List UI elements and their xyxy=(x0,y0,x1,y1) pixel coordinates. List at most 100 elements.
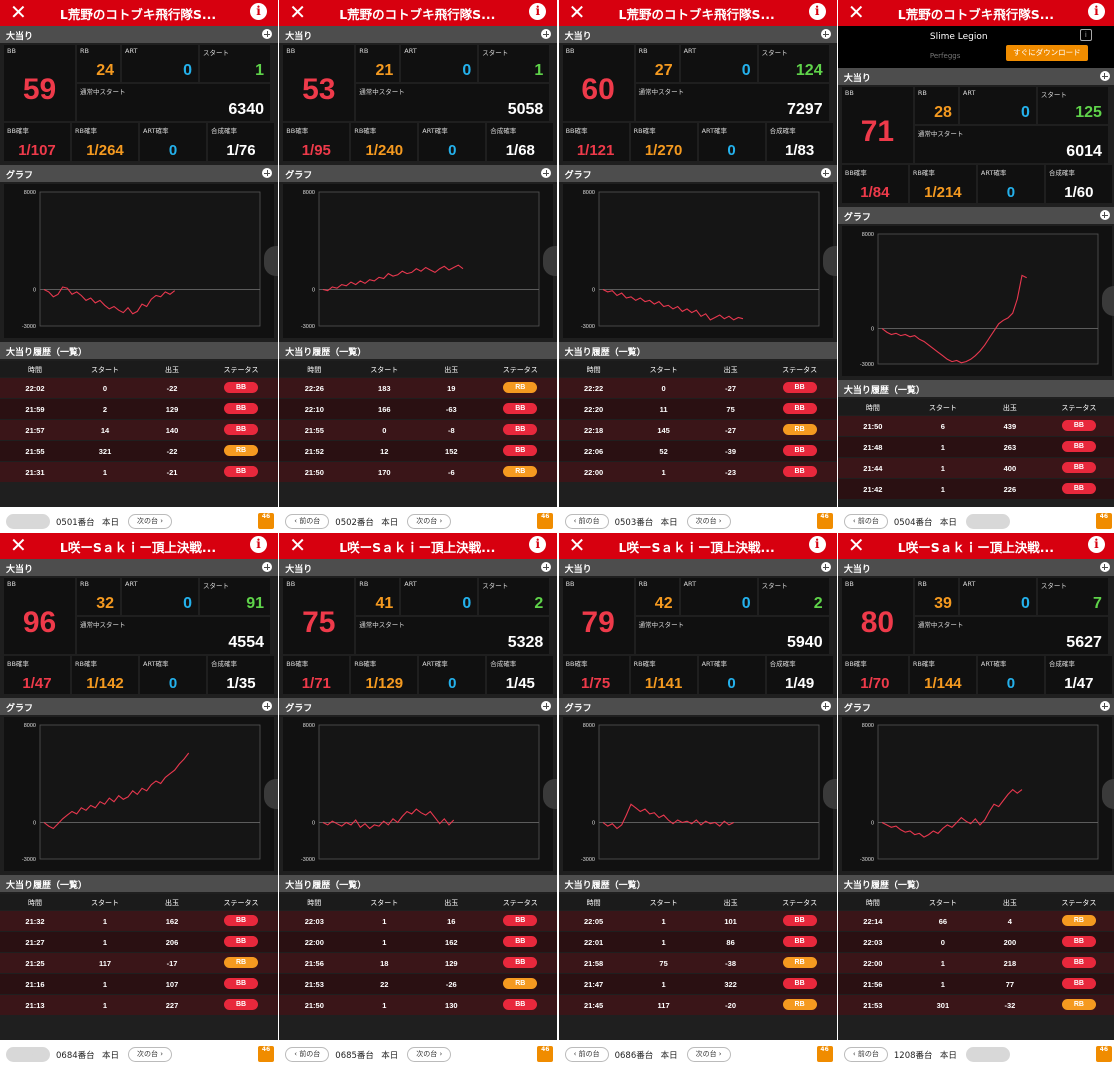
history-row[interactable]: 21:31 1 -21 BB xyxy=(0,462,278,482)
history-row[interactable]: 21:57 14 140 BB xyxy=(0,420,278,440)
history-row[interactable]: 22:00 1 162 BB xyxy=(279,932,558,952)
ad-download-button[interactable]: すぐにダウンロード xyxy=(1005,45,1088,61)
prev-machine-button[interactable]: ‹ 前の台 xyxy=(285,514,330,529)
history-row[interactable]: 21:58 75 -38 RB xyxy=(558,953,837,973)
next-machine-button[interactable]: 次の台 › xyxy=(686,1047,731,1062)
history-row[interactable]: 21:52 12 152 BB xyxy=(279,441,558,461)
history-row[interactable]: 21:45 117 -20 RB xyxy=(558,995,837,1015)
info-icon[interactable]: i xyxy=(808,3,826,20)
title-bar: ✕ L咲ーSａｋｉー頂上決戦... i xyxy=(837,533,1114,559)
close-icon[interactable]: ✕ xyxy=(289,0,307,24)
bb-label: BB xyxy=(286,580,296,588)
history-row[interactable]: 21:42 1 226 BB xyxy=(837,479,1114,499)
history-row[interactable]: 22:03 1 16 BB xyxy=(279,911,558,931)
side-scroll-handle[interactable] xyxy=(822,246,837,276)
info-icon[interactable]: i xyxy=(529,536,547,553)
prev-machine-button[interactable]: ‹ 前の台 xyxy=(843,1047,888,1062)
history-row[interactable]: 21:50 6 439 BB xyxy=(837,416,1114,436)
close-icon[interactable]: ✕ xyxy=(847,533,865,557)
expand-icon[interactable] xyxy=(541,29,552,39)
history-row[interactable]: 22:20 11 75 BB xyxy=(558,399,837,419)
next-machine-button[interactable]: 次の台 › xyxy=(686,514,731,529)
expand-icon[interactable] xyxy=(541,701,552,711)
close-icon[interactable]: ✕ xyxy=(847,0,865,24)
side-scroll-handle[interactable] xyxy=(1101,779,1114,809)
rb-rate-cell: RB確率 1/141 xyxy=(630,656,697,694)
close-icon[interactable]: ✕ xyxy=(568,0,586,24)
history-row[interactable]: 22:02 0 -22 BB xyxy=(0,378,278,398)
info-icon[interactable]: i xyxy=(250,536,267,553)
expand-icon[interactable] xyxy=(1099,210,1110,220)
history-row[interactable]: 21:32 1 162 BB xyxy=(0,911,278,931)
expand-icon[interactable] xyxy=(262,562,272,572)
history-time: 21:42 xyxy=(863,485,883,494)
expand-icon[interactable] xyxy=(262,701,272,711)
info-icon[interactable]: i xyxy=(808,536,826,553)
next-machine-button[interactable]: 次の台 › xyxy=(407,514,452,529)
ad-info-icon[interactable]: i xyxy=(1079,29,1092,41)
history-row[interactable]: 22:06 52 -39 BB xyxy=(558,441,837,461)
side-scroll-handle[interactable] xyxy=(543,246,558,276)
history-row[interactable]: 22:10 166 -63 BB xyxy=(279,399,558,419)
history-row[interactable]: 22:22 0 -27 BB xyxy=(558,378,837,398)
info-icon[interactable]: i xyxy=(250,3,267,20)
history-row[interactable]: 21:56 1 77 BB xyxy=(837,974,1114,994)
history-row[interactable]: 21:27 1 206 BB xyxy=(0,932,278,952)
side-scroll-handle[interactable] xyxy=(264,779,278,809)
prev-machine-button[interactable]: ‹ 前の台 xyxy=(564,1047,609,1062)
expand-icon[interactable] xyxy=(1099,701,1110,711)
expand-icon[interactable] xyxy=(820,29,831,39)
side-scroll-handle[interactable] xyxy=(822,779,837,809)
history-row[interactable]: 21:50 1 130 BB xyxy=(279,995,558,1015)
graph-section-header: グラフ xyxy=(837,698,1114,715)
info-icon[interactable]: i xyxy=(1087,3,1105,20)
side-scroll-handle[interactable] xyxy=(543,779,558,809)
history-row[interactable]: 22:03 0 200 BB xyxy=(837,932,1114,952)
side-scroll-handle[interactable] xyxy=(264,246,278,276)
expand-icon[interactable] xyxy=(820,701,831,711)
history-row[interactable]: 21:53 301 -32 RB xyxy=(837,995,1114,1015)
expand-icon[interactable] xyxy=(262,29,272,39)
info-icon[interactable]: i xyxy=(529,3,547,20)
next-machine-button[interactable]: 次の台 › xyxy=(407,1047,452,1062)
history-row[interactable]: 21:25 117 -17 RB xyxy=(0,953,278,973)
prev-machine-button[interactable]: ‹ 前の台 xyxy=(843,514,888,529)
history-row[interactable]: 22:05 1 101 BB xyxy=(558,911,837,931)
side-scroll-handle[interactable] xyxy=(1101,286,1114,316)
close-icon[interactable]: ✕ xyxy=(10,0,27,24)
history-row[interactable]: 22:18 145 -27 RB xyxy=(558,420,837,440)
history-row[interactable]: 21:47 1 322 BB xyxy=(558,974,837,994)
history-payout: -20 xyxy=(725,1001,737,1010)
history-row[interactable]: 22:26 183 19 RB xyxy=(279,378,558,398)
expand-icon[interactable] xyxy=(541,562,552,572)
info-icon[interactable]: i xyxy=(1087,536,1105,553)
history-row[interactable]: 21:48 1 263 BB xyxy=(837,437,1114,457)
close-icon[interactable]: ✕ xyxy=(10,533,27,557)
expand-icon[interactable] xyxy=(541,168,552,178)
next-machine-button[interactable]: 次の台 › xyxy=(128,514,172,529)
history-row[interactable]: 21:53 22 -26 RB xyxy=(279,974,558,994)
history-row[interactable]: 21:16 1 107 BB xyxy=(0,974,278,994)
history-row[interactable]: 22:14 66 4 RB xyxy=(837,911,1114,931)
history-row[interactable]: 22:01 1 86 BB xyxy=(558,932,837,952)
history-row[interactable]: 22:00 1 -23 BB xyxy=(558,462,837,482)
expand-icon[interactable] xyxy=(820,168,831,178)
history-row[interactable]: 21:50 170 -6 RB xyxy=(279,462,558,482)
next-machine-button[interactable]: 次の台 › xyxy=(128,1047,172,1062)
expand-icon[interactable] xyxy=(820,562,831,572)
history-row[interactable]: 21:13 1 227 BB xyxy=(0,995,278,1015)
history-row[interactable]: 21:55 0 -8 BB xyxy=(279,420,558,440)
history-row[interactable]: 21:44 1 400 BB xyxy=(837,458,1114,478)
history-row[interactable]: 21:59 2 129 BB xyxy=(0,399,278,419)
ad-banner[interactable]: Slime Legion Perfeggs すぐにダウンロード i xyxy=(837,26,1114,68)
expand-icon[interactable] xyxy=(262,168,272,178)
close-icon[interactable]: ✕ xyxy=(289,533,307,557)
prev-machine-button[interactable]: ‹ 前の台 xyxy=(564,514,609,529)
close-icon[interactable]: ✕ xyxy=(568,533,586,557)
prev-machine-button[interactable]: ‹ 前の台 xyxy=(285,1047,330,1062)
history-row[interactable]: 21:56 18 129 BB xyxy=(279,953,558,973)
expand-icon[interactable] xyxy=(1099,71,1110,81)
expand-icon[interactable] xyxy=(1099,562,1110,572)
history-row[interactable]: 22:00 1 218 BB xyxy=(837,953,1114,973)
history-row[interactable]: 21:55 321 -22 RB xyxy=(0,441,278,461)
